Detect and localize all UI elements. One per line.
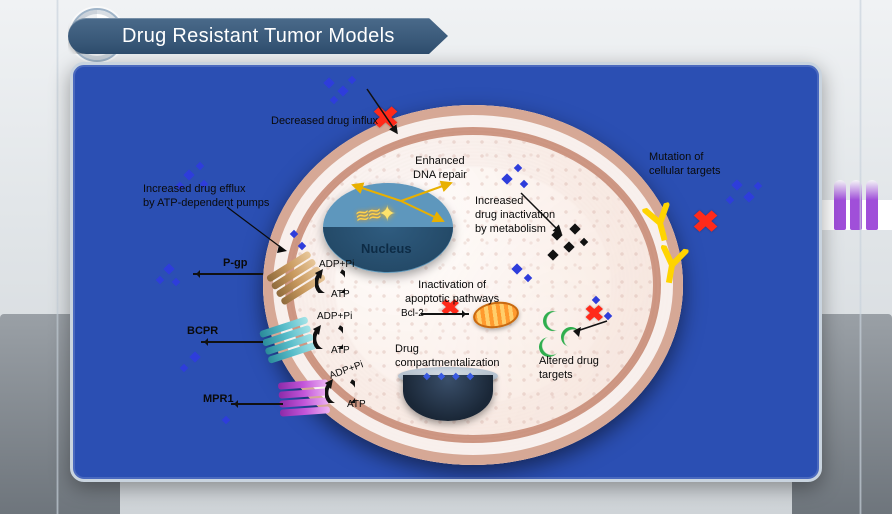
drug-icon: [196, 162, 204, 170]
efflux-arrow-icon: [201, 341, 263, 343]
drug-icon: [183, 169, 194, 180]
drug-icon: [189, 351, 200, 362]
compartmentalization-label: Drug compartmentalization: [395, 343, 500, 371]
cell-diagram: ≋≋ ✦ Nucleus ◆ ◆ ◆ ◆ ✖ Bcl-2 ✖ ✖: [73, 65, 819, 479]
diagram-panel: ≋≋ ✦ Nucleus ◆ ◆ ◆ ◆ ✖ Bcl-2 ✖ ✖: [70, 62, 822, 482]
drug-icon: [731, 179, 742, 190]
mutation-targets-label: Mutation of cellular targets: [649, 151, 721, 179]
mpr1-label: MPR1: [203, 393, 234, 407]
antibody-icon: [654, 245, 690, 286]
drug-icon: [348, 76, 356, 84]
arrow-icon: [421, 313, 469, 315]
drug-icon: [754, 182, 762, 190]
increased-inactivation-label: Increased drug inactivation by metabolis…: [475, 195, 555, 236]
pointer-line-icon: [223, 205, 293, 255]
mpr1-pump: [278, 379, 330, 416]
title-text: Drug Resistant Tumor Models: [122, 25, 395, 48]
drug-icon: [180, 364, 188, 372]
drug-icon: [156, 276, 164, 284]
page-title: Drug Resistant Tumor Models: [68, 18, 448, 54]
adp-pi-label: ADP+Pi: [319, 259, 354, 272]
drug-icon: [163, 263, 174, 274]
nucleus-label: Nucleus: [361, 241, 412, 256]
bcl2-label: Bcl-2: [401, 308, 424, 321]
arrow-icon: [571, 317, 611, 337]
crescent-icon: [543, 311, 563, 331]
pgp-label: P-gp: [223, 257, 247, 271]
test-tube-icon: [866, 180, 878, 230]
drug-icon: [337, 85, 348, 96]
red-x-icon: ✖: [692, 205, 720, 240]
drug-icon: [172, 278, 180, 286]
drug-icon: [330, 96, 338, 104]
inactivation-apoptotic-label: Inactivation of apoptotic pathways: [405, 279, 499, 307]
adp-pi-label: ADP+Pi: [317, 311, 352, 324]
test-tube-icon: [834, 180, 846, 230]
drug-icon: [222, 416, 230, 424]
vesicle-drugs-icon: ◆ ◆ ◆ ◆: [423, 371, 476, 382]
drug-icon: [726, 196, 734, 204]
atp-label: ATP: [331, 345, 350, 358]
enhanced-repair-label: Enhanced DNA repair: [413, 155, 467, 183]
altered-targets-label: Altered drug targets: [539, 355, 599, 383]
frame-line-right: [859, 0, 862, 514]
bcpr-label: BCPR: [187, 325, 218, 339]
at#theaders-label: ATP: [331, 289, 350, 302]
nucleus-arrows-icon: [333, 175, 473, 235]
efflux-arrow-icon: [193, 273, 263, 275]
atp-label: ATP: [347, 399, 366, 412]
drug-icon: [323, 77, 334, 88]
frame-line-left: [56, 0, 59, 514]
drug-icon: [743, 191, 754, 202]
decreased-influx-label: Decreased drug influx: [271, 115, 378, 129]
efflux-arrow-icon: [231, 403, 283, 405]
